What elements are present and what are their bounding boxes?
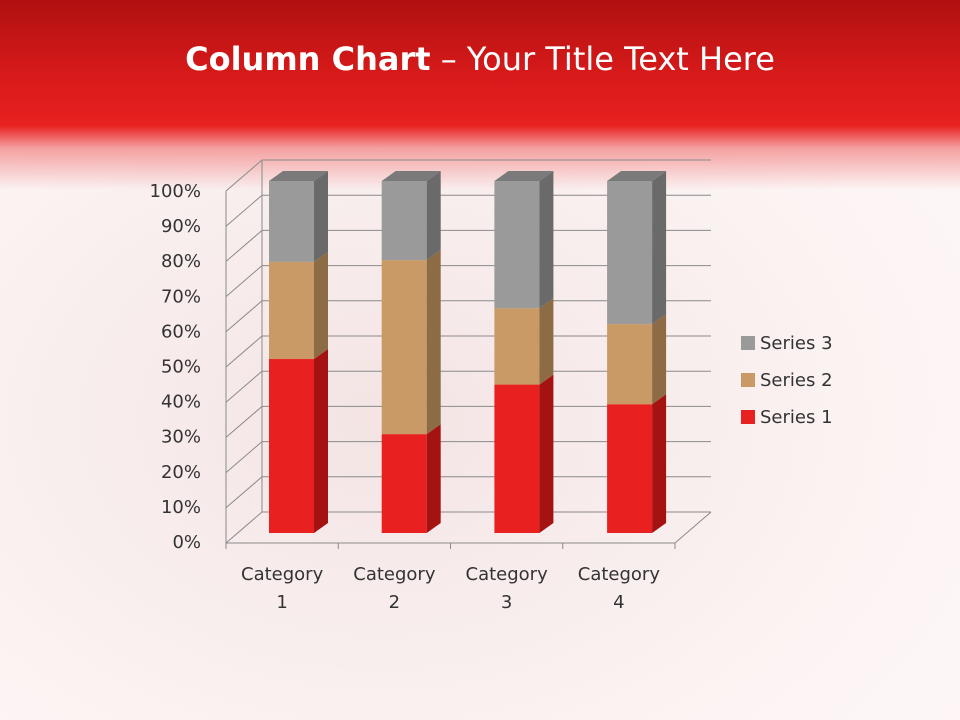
bar-side-3 [314, 171, 328, 262]
bar-top [381, 171, 441, 181]
category-label: Category [578, 564, 661, 585]
legend-label: Series 3 [760, 333, 833, 354]
bar-side-2 [314, 251, 328, 360]
legend-swatch [741, 410, 755, 424]
bar-front-1 [381, 434, 427, 533]
category-label: Category [353, 564, 436, 585]
bar-side-2 [539, 298, 554, 385]
side-gridline [225, 300, 263, 333]
bar-front-3 [607, 181, 653, 325]
floor-edge [674, 511, 712, 544]
bar-side-1 [426, 424, 441, 533]
bar-side-1 [652, 394, 667, 533]
bar-side-3 [426, 171, 441, 261]
bar-front-3 [269, 181, 314, 262]
title-rest: – Your Title Text Here [430, 40, 775, 78]
legend-swatch [741, 336, 755, 350]
legend-swatch [741, 373, 755, 387]
y-tick-label: 100% [150, 181, 201, 202]
bar-front-1 [269, 359, 314, 533]
bar-front-2 [269, 261, 314, 360]
y-tick-label: 70% [161, 286, 201, 307]
side-gridline [225, 476, 263, 509]
y-tick-label: 10% [161, 497, 201, 518]
bar-top [269, 171, 328, 181]
side-gridline [225, 159, 263, 192]
y-tick-label: 30% [161, 427, 201, 448]
side-gridline [225, 194, 263, 227]
bar-side-1 [539, 374, 554, 533]
side-gridline [225, 265, 263, 297]
bar-front-3 [494, 181, 540, 309]
title-banner [0, 0, 960, 190]
title-bold: Column Chart [185, 40, 431, 78]
bar-front-1 [607, 404, 653, 533]
bar-front-3 [381, 181, 427, 261]
y-tick-label: 20% [161, 462, 201, 483]
side-gridline [225, 406, 263, 438]
legend-label: Series 2 [760, 370, 833, 391]
legend-label: Series 1 [760, 407, 833, 428]
category-label-number: 4 [613, 592, 624, 613]
bar-top [494, 171, 554, 181]
y-tick-label: 0% [172, 532, 201, 553]
side-gridline [225, 511, 263, 544]
category-label-number: 1 [276, 592, 287, 613]
y-tick-label: 80% [161, 251, 201, 272]
bar-front-2 [607, 324, 653, 405]
category-label-number: 3 [501, 592, 512, 613]
y-tick-label: 60% [161, 321, 201, 342]
bar-front-2 [494, 308, 540, 385]
bar-top [607, 171, 667, 181]
category-label: Category [241, 564, 324, 585]
slide-title: Column Chart – Your Title Text Here [0, 40, 960, 78]
category-label: Category [466, 564, 549, 585]
category-label-number: 2 [389, 592, 400, 613]
side-gridline [225, 335, 263, 368]
bar-side-2 [426, 250, 441, 435]
bar-front-1 [494, 384, 540, 533]
y-tick-label: 50% [161, 357, 201, 378]
bar-front-2 [381, 260, 427, 435]
y-tick-label: 40% [161, 392, 201, 413]
bar-side-3 [539, 171, 554, 309]
bar-side-3 [652, 171, 667, 325]
y-tick-label: 90% [161, 216, 201, 237]
bar-side-1 [314, 349, 328, 533]
side-gridline [225, 441, 263, 473]
side-gridline [225, 230, 263, 262]
side-gridline [225, 370, 263, 403]
bar-side-2 [652, 314, 667, 405]
